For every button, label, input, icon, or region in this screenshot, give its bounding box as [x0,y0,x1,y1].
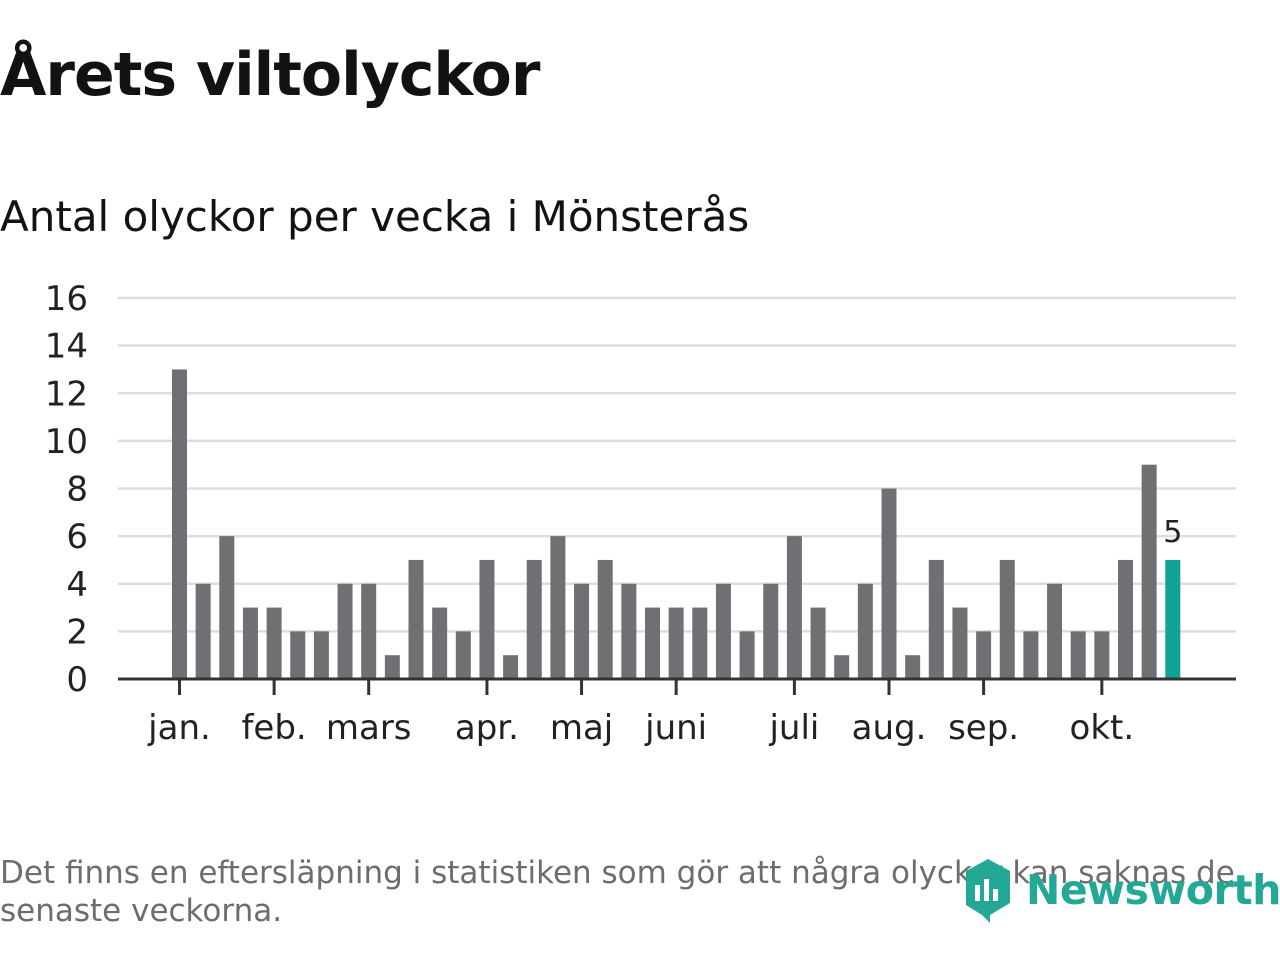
bar [1047,583,1063,679]
gridlines [118,296,1236,633]
bar [786,536,802,679]
bar [928,559,944,679]
bar [219,536,235,679]
y-tick-label: 6 [66,517,88,557]
y-tick-label: 2 [66,612,88,652]
x-tick-label: apr. [455,708,519,748]
x-axis [118,677,1236,695]
chart-title: Årets viltolyckor [0,40,540,110]
bar [810,607,826,679]
bar [1023,631,1039,679]
bar [290,631,306,679]
bar [857,583,873,679]
bar [337,583,353,679]
bar [1094,631,1110,679]
bar [952,607,968,679]
bar [384,655,400,679]
bar [692,607,708,679]
y-tick-label: 14 [45,327,88,367]
bar [999,559,1015,679]
bar [172,369,187,679]
bar [361,583,377,679]
bar [645,607,660,679]
y-tick-label: 12 [45,374,88,414]
bar-highlight [1165,559,1181,679]
bar [550,536,566,679]
bar [526,559,542,679]
data-label-highlight: 5 [1163,515,1182,550]
bar [242,607,258,679]
x-tick-label: sep. [948,708,1019,748]
x-tick-label: feb. [241,708,306,748]
bar [976,631,992,679]
bar [763,583,779,679]
x-tick-label: maj [550,708,613,748]
newsworthy-logo-text: Newsworthy [1026,866,1280,914]
y-tick-label: 0 [66,660,88,700]
bar [834,655,850,679]
bar [266,607,282,679]
bar [668,607,684,679]
x-tick-label: aug. [852,708,927,748]
x-tick-label: mars [326,708,412,748]
bar [574,583,590,679]
chart-subtitle: Antal olyckor per vecka i Mönsterås [0,192,750,241]
bar [1118,559,1133,679]
x-tick-label: juni [644,708,707,748]
bars [172,369,1181,679]
x-tick-label: jan. [147,708,211,748]
y-tick-label: 10 [45,422,88,462]
bar [621,583,637,679]
annotations: 5 [1163,515,1182,550]
bar [455,631,471,679]
x-tick-label: okt. [1070,708,1135,748]
bar [715,583,731,679]
bar [739,631,755,679]
bar [408,559,424,679]
x-axis-labels: jan. feb. mars apr. maj juni juli aug. sep. okt. [147,708,1134,748]
bar [195,583,211,679]
bar [597,559,613,679]
bar [313,631,329,679]
bar [503,655,519,679]
bar [905,655,921,679]
bar [881,488,897,679]
bar [1070,631,1086,679]
y-tick-label: 16 [45,279,88,319]
bar [432,607,448,679]
y-tick-label: 8 [66,470,88,510]
newsworthy-logo: Newsworthy [962,855,1280,925]
y-tick-label: 4 [66,565,88,605]
bar [479,559,495,679]
footnote: Det finns en eftersläpning i statistiken… [0,855,1235,929]
bar-chart: 0 2 4 6 8 10 12 14 16 jan. feb. mars apr. maj juni jul… [45,279,1236,748]
y-axis-labels: 0 2 4 6 8 10 12 14 16 [45,279,88,700]
bar [1141,464,1157,679]
x-tick-label: juli [768,708,819,748]
newsworthy-logo-icon [966,859,1010,923]
